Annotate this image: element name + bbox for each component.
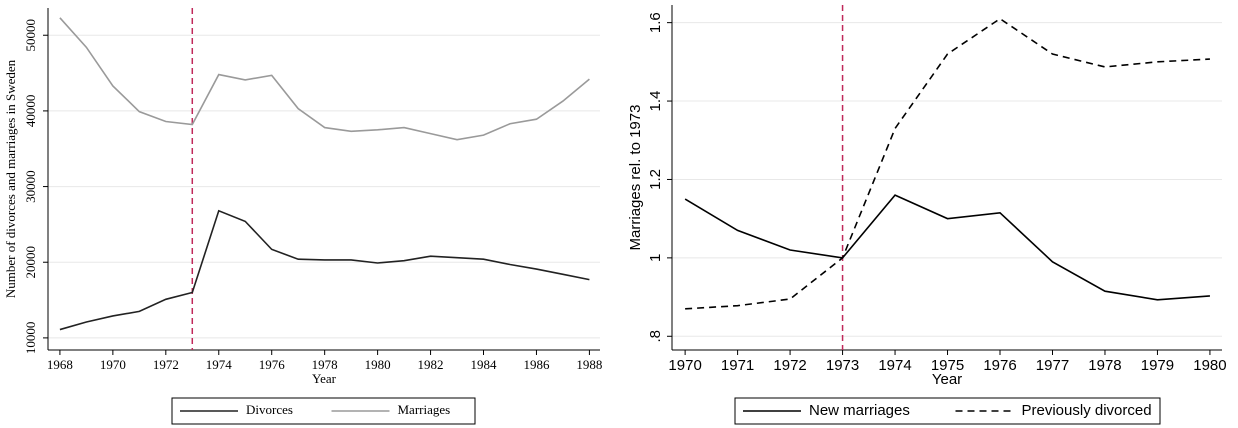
- line: [684, 194, 1210, 301]
- y-tick-label: 30000: [23, 170, 38, 203]
- x-tick-label: 1979: [1141, 357, 1174, 374]
- x-tick-label: 1970: [668, 357, 701, 374]
- line: [685, 17, 1210, 310]
- x-tick-label: 1978: [312, 357, 338, 372]
- x-axis-label: Year: [312, 371, 337, 386]
- x-tick-label: 1980: [365, 357, 391, 372]
- y-tick-label: 1.6: [647, 12, 664, 33]
- y-tick-label: 40000: [23, 95, 38, 128]
- x-tick-label: 1980: [1193, 357, 1226, 374]
- line: [59, 17, 590, 141]
- legend-label: Previously divorced: [1022, 402, 1152, 419]
- x-tick-label: 1986: [523, 357, 550, 372]
- x-tick-label: 1974: [206, 357, 233, 372]
- x-tick-label: 1973: [826, 357, 859, 374]
- line: [59, 209, 590, 331]
- x-tick-label: 1972: [773, 357, 806, 374]
- x-tick-label: 1978: [1088, 357, 1121, 374]
- x-tick-label: 1972: [153, 357, 179, 372]
- x-tick-label: 1982: [418, 357, 444, 372]
- y-tick-label: 10000: [23, 322, 38, 355]
- legend-label: New marriages: [809, 402, 910, 419]
- legend-box: [734, 397, 1161, 425]
- y-tick-label: 20000: [23, 246, 38, 279]
- legend-label: Marriages: [398, 402, 451, 417]
- chart-left: 10000 20000 30000 40000 50000 1968 1970 1972 197…: [3, 8, 602, 425]
- x-tick-label: 1976: [259, 357, 286, 372]
- chart-right: .8 1 1.2 1.4 1.6 1970 1971 1972 1973 1974 1975 1976…: [627, 5, 1227, 425]
- y-axis-label: Number of divorces and marriages in Swed…: [3, 59, 18, 298]
- x-tick-label: 1975: [931, 357, 964, 374]
- x-tick-label: 1970: [100, 357, 126, 372]
- x-axis-label: Year: [932, 371, 962, 388]
- x-tick-label: 1977: [1036, 357, 1069, 374]
- x-tick-label: 1984: [471, 357, 498, 372]
- x-tick-label: 1976: [983, 357, 1016, 374]
- y-tick-label: 50000: [23, 19, 38, 52]
- y-axis-label: Marriages rel. to 1973: [627, 105, 644, 251]
- x-tick-label: 1971: [721, 357, 754, 374]
- y-tick-label: .8: [647, 330, 664, 343]
- legend-label: Divorces: [246, 402, 293, 417]
- y-tick-label: 1.4: [647, 91, 664, 112]
- x-tick-label: 1968: [47, 357, 73, 372]
- y-tick-label: 1.2: [647, 169, 664, 190]
- y-tick-label: 1: [647, 254, 664, 262]
- x-tick-label: 1974: [878, 357, 911, 374]
- x-tick-label: 1988: [576, 357, 602, 372]
